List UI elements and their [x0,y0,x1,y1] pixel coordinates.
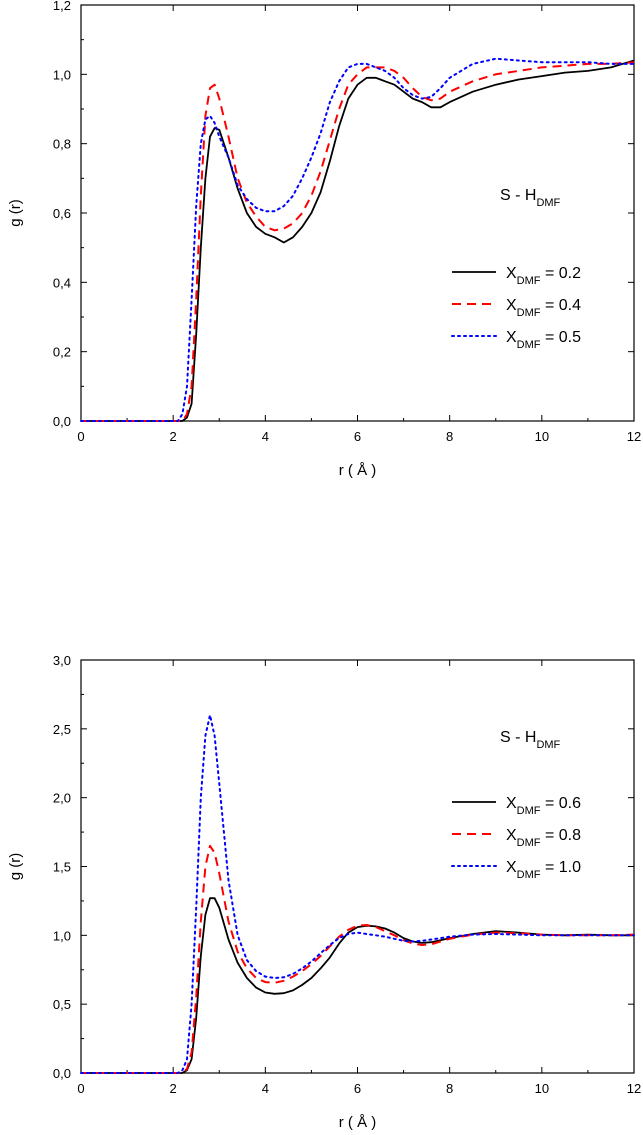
legend-label-3: XDMF = 0.5 [506,329,581,351]
legend-label-2: XDMF = 0.4 [506,297,581,319]
series-line-3 [80,57,635,422]
y-tick-label: 0,5 [53,997,71,1012]
series-line-1 [81,59,635,422]
x-tick-label: 4 [262,429,269,444]
x-tick-label: 12 [627,1081,641,1096]
y-axis-label: g (r) [7,199,24,227]
x-tick-label: 8 [446,1081,453,1096]
legend-label-1: XDMF = 0.6 [506,795,581,817]
y-tick-label: 2,0 [53,791,71,806]
x-tick-label: 8 [446,429,453,444]
legend-label-1: XDMF = 0.2 [506,265,581,287]
x-tick-label: 2 [170,429,177,444]
y-tick-label: 0,2 [53,345,71,360]
series-line-3 [80,714,635,1074]
y-tick-label: 3,0 [53,653,71,668]
x-tick-label: 0 [77,1081,84,1096]
legend-label-2: XDMF = 0.8 [506,827,581,849]
x-tick-label: 10 [535,429,549,444]
y-tick-label: 0,6 [53,206,71,221]
y-tick-label: 1,0 [53,928,71,943]
y-tick-label: 1,0 [53,67,71,82]
plot-frame [80,4,635,422]
x-tick-label: 6 [354,1081,361,1096]
series-line-1 [81,897,634,1074]
y-tick-label: 0,8 [53,137,71,152]
x-tick-label: 12 [627,429,641,444]
y-tick-label: 0,0 [53,1066,71,1081]
y-axis-label: g (r) [7,853,24,881]
y-tick-label: 0,4 [53,275,71,290]
y-tick-label: 1,5 [53,860,71,875]
series-line-2 [81,61,635,422]
y-tick-label: 1,2 [53,0,71,13]
x-axis-label: r ( Å ) [339,1114,377,1131]
legend: XDMF = 0.2 XDMF = 0.4 XDMF = 0.5 [451,265,581,351]
y-tick-label: 2,5 [53,722,71,737]
series-line-2 [81,844,635,1074]
x-tick-label: 2 [170,1081,177,1096]
legend: XDMF = 0.6 XDMF = 0.8 XDMF = 1.0 [451,795,581,881]
x-axis-label: r ( Å ) [339,462,377,479]
y-tick-label: 0,0 [53,414,71,429]
x-tick-label: 4 [262,1081,269,1096]
legend-label-3: XDMF = 1.0 [506,859,581,881]
chart-1: 0 2 4 6 8 10 12 0,0 0,2 0,4 0,6 0,8 1,0 1,2 r ( Å ) g (… [7,0,641,479]
x-tick-label: 0 [77,429,84,444]
annotation-label: S - HDMF [500,187,561,209]
chart-2: 0 2 4 6 8 10 12 0,0 0,5 1,0 1,5 2,0 2,5 3,0 r ( Å ) g (… [7,653,641,1131]
x-tick-label: 10 [535,1081,549,1096]
x-tick-label: 6 [354,429,361,444]
annotation-label: S - HDMF [500,729,561,751]
